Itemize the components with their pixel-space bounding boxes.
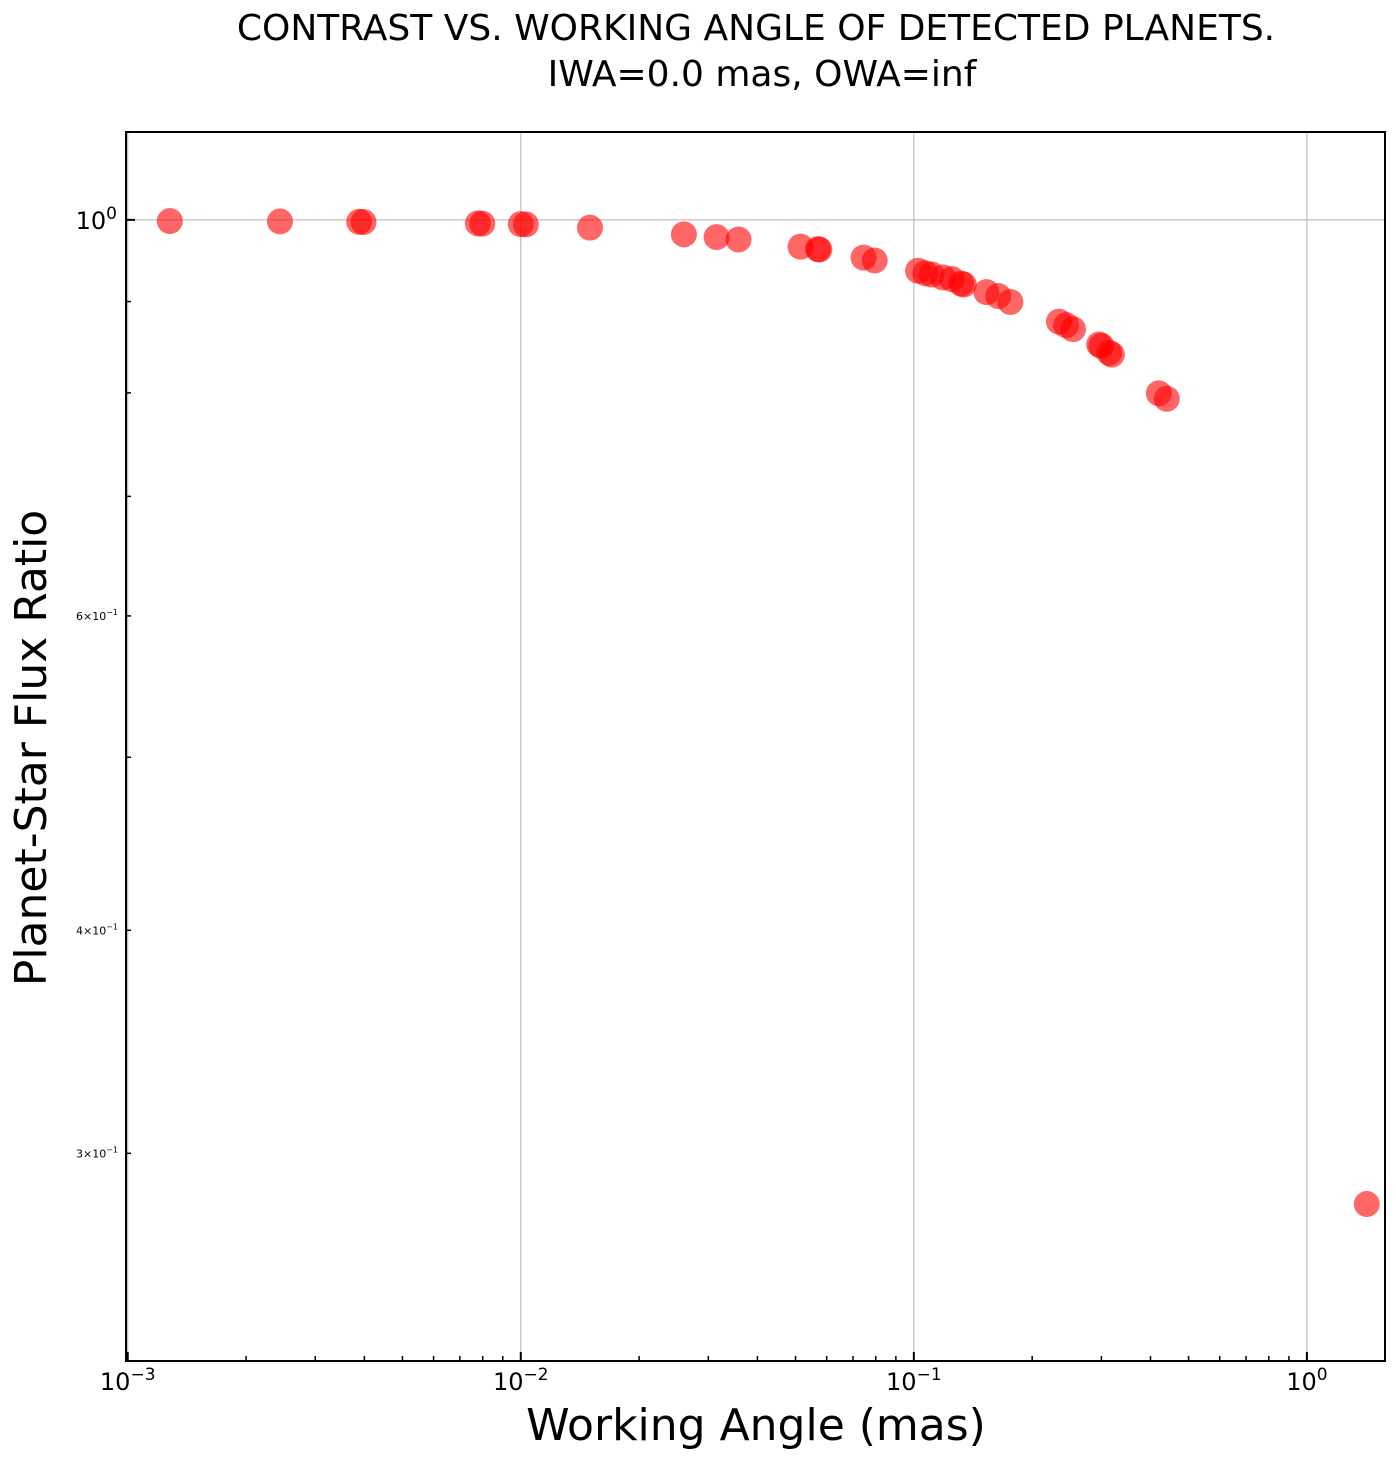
y-minor-tick-label: 6×10−1 bbox=[76, 608, 118, 623]
y-minor-tick-label: 4×10−1 bbox=[76, 922, 118, 937]
x-tick-label: 10−1 bbox=[886, 1365, 942, 1396]
data-point bbox=[1098, 341, 1125, 368]
x-tick-label: 10−3 bbox=[100, 1365, 156, 1396]
data-point bbox=[576, 214, 603, 241]
grid-lines bbox=[126, 132, 1385, 1361]
data-point bbox=[512, 211, 539, 238]
data-point bbox=[1153, 385, 1180, 412]
data-point bbox=[156, 208, 183, 235]
plot-area-frame bbox=[125, 131, 1386, 1362]
axis-ticks bbox=[126, 218, 1308, 1361]
data-point bbox=[670, 221, 697, 248]
data-point bbox=[469, 210, 496, 237]
chart-title: CONTRAST VS. WORKING ANGLE OF DETECTED P… bbox=[237, 8, 1275, 95]
data-point bbox=[350, 209, 377, 236]
data-point bbox=[725, 226, 752, 253]
y-axis-label: Planet-Star Flux Ratio bbox=[6, 510, 57, 986]
chart-title-line-1: CONTRAST VS. WORKING ANGLE OF DETECTED P… bbox=[237, 8, 1275, 49]
y-minor-tick-label: 3×10−1 bbox=[76, 1145, 118, 1160]
data-point bbox=[1059, 316, 1086, 343]
data-points bbox=[156, 208, 1380, 1218]
data-point bbox=[861, 247, 888, 274]
chart-title-line-2: IWA=0.0 mas, OWA=inf bbox=[548, 54, 978, 95]
x-tick-label: 100 bbox=[1286, 1365, 1327, 1396]
x-tick-label: 10−2 bbox=[493, 1365, 549, 1396]
data-point bbox=[997, 288, 1024, 315]
data-point bbox=[950, 271, 977, 298]
data-point bbox=[703, 224, 730, 251]
data-point bbox=[806, 236, 833, 263]
y-tick-label: 100 bbox=[76, 204, 117, 235]
tick-labels: 10−3 10−2 10−1 100 100 6×10−1 4×10−1 3×10−1 bbox=[76, 204, 1328, 1396]
data-point bbox=[266, 208, 293, 235]
data-point bbox=[1353, 1191, 1380, 1218]
x-axis-label: Working Angle (mas) bbox=[526, 1400, 986, 1451]
